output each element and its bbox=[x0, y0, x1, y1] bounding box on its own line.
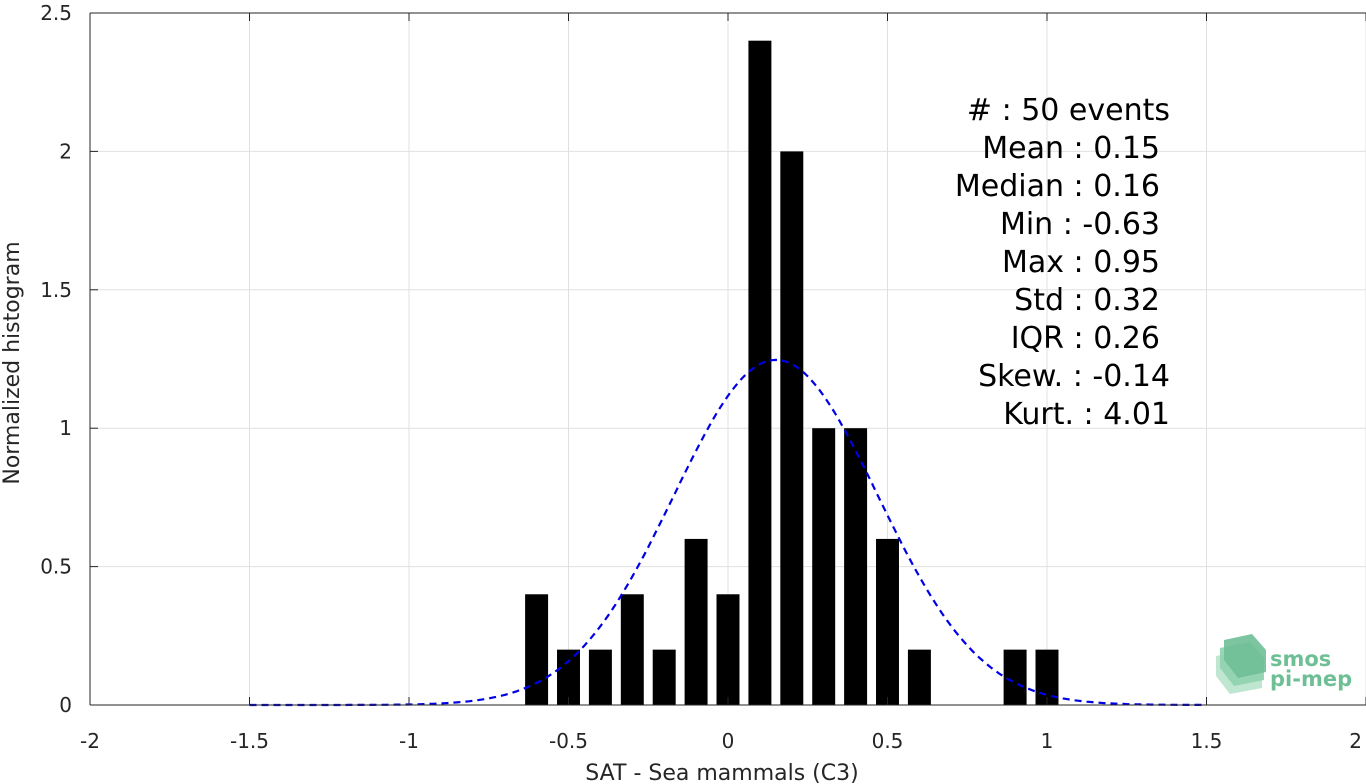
histogram-bar bbox=[588, 649, 612, 705]
stats-min: Min : -0.63 bbox=[1000, 207, 1160, 242]
x-tick-label: 1.5 bbox=[1191, 729, 1223, 753]
y-tick-label: 1.5 bbox=[40, 278, 72, 302]
logo-line1: smos bbox=[1270, 647, 1331, 671]
histogram-bar bbox=[557, 649, 580, 705]
x-tick-label: -1.5 bbox=[230, 729, 269, 753]
histogram-bar bbox=[684, 538, 708, 705]
y-tick-label: 2 bbox=[59, 139, 72, 163]
layered-waves-icon bbox=[1216, 634, 1266, 694]
y-tick-label: 2.5 bbox=[40, 1, 72, 25]
histogram-bar bbox=[1003, 649, 1027, 705]
histogram-bar bbox=[1035, 649, 1059, 705]
histogram-bar bbox=[780, 151, 804, 705]
histogram-bar bbox=[844, 428, 868, 705]
y-tick-label: 0.5 bbox=[40, 555, 72, 579]
histogram-bars bbox=[525, 40, 1059, 706]
x-tick-label: 0 bbox=[722, 729, 735, 753]
x-tick-label: -2 bbox=[80, 729, 100, 753]
stats-median: Median : 0.16 bbox=[955, 169, 1160, 204]
stats-max: Max : 0.95 bbox=[1002, 245, 1160, 280]
x-tick-labels: -2 -1.5 -1 -0.5 0 0.5 1 1.5 2 bbox=[80, 729, 1362, 753]
x-tick-label: -1 bbox=[399, 729, 419, 753]
histogram-bar bbox=[652, 649, 676, 705]
stats-mean: Mean : 0.15 bbox=[982, 131, 1160, 166]
stats-iqr: IQR : 0.26 bbox=[1011, 321, 1160, 356]
histogram-bar bbox=[876, 538, 899, 705]
y-tick-label: 1 bbox=[59, 416, 72, 440]
y-axis-label: Normalized histogram bbox=[0, 241, 25, 484]
stats-kurt: Kurt. : 4.01 bbox=[1003, 397, 1170, 432]
histogram-bar bbox=[812, 428, 836, 705]
stats-box: # : 50 events Mean : 0.15 Median : 0.16 … bbox=[955, 93, 1170, 432]
smos-pi-mep-logo: smos pi-mep bbox=[1216, 634, 1352, 694]
histogram-bar bbox=[525, 594, 549, 705]
histogram-bar bbox=[620, 594, 644, 705]
logo-line2: pi-mep bbox=[1270, 667, 1352, 691]
x-tick-label: 2 bbox=[1349, 729, 1362, 753]
histogram-bar bbox=[716, 594, 740, 705]
histogram-bar bbox=[748, 40, 772, 706]
x-tick-label: 1 bbox=[1041, 729, 1054, 753]
x-tick-label: 0.5 bbox=[872, 729, 904, 753]
axes bbox=[89, 12, 1366, 706]
stats-count: # : 50 events bbox=[967, 93, 1170, 128]
y-tick-label: 0 bbox=[59, 693, 72, 717]
stats-skew: Skew. : -0.14 bbox=[978, 359, 1170, 394]
x-tick-label: -0.5 bbox=[549, 729, 588, 753]
y-tick-labels: 0 0.5 1 1.5 2 2.5 bbox=[40, 1, 72, 717]
x-axis-label: SAT - Sea mammals (C3) bbox=[585, 761, 858, 784]
histogram-bar bbox=[907, 649, 931, 705]
stats-std: Std : 0.32 bbox=[1014, 283, 1160, 318]
